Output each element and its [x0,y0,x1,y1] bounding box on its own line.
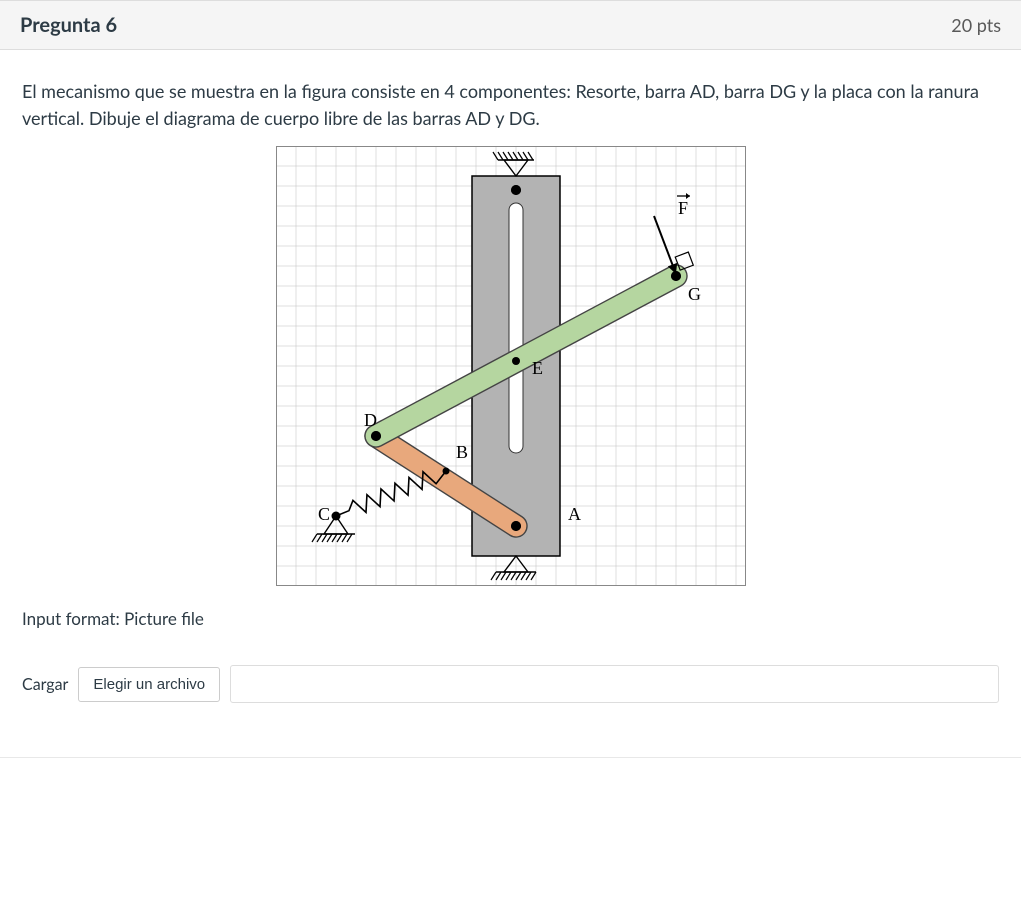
svg-text:F: F [678,198,688,218]
upload-label: Cargar [22,675,68,694]
file-name-field[interactable] [230,665,999,703]
question-body: El mecanismo que se muestra en la figura… [0,50,1021,757]
mechanism-figure: A B C D E G F [276,146,746,586]
svg-text:C: C [318,504,330,524]
svg-text:D: D [364,410,377,430]
svg-text:G: G [688,284,701,304]
svg-text:B: B [456,442,468,462]
svg-text:A: A [568,504,581,524]
svg-text:E: E [532,358,543,378]
file-uploader: Cargar Elegir un archivo [22,665,999,703]
question-points: 20 pts [951,14,1001,36]
question-header: Pregunta 6 20 pts [0,0,1021,50]
figure-holder: A B C D E G F [22,146,999,586]
question-title: Pregunta 6 [20,13,117,37]
question-container: Pregunta 6 20 pts El mecanismo que se mu… [0,0,1021,758]
choose-file-button[interactable]: Elegir un archivo [78,667,220,702]
question-prompt: El mecanismo que se muestra en la figura… [22,78,999,132]
input-format-label: Input format: Picture file [22,608,999,629]
